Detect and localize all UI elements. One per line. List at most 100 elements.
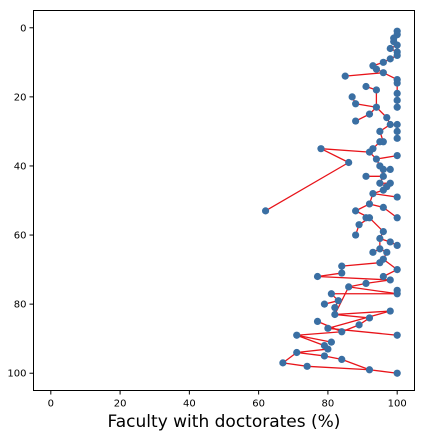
point-16 <box>362 82 370 91</box>
point-91 <box>293 331 301 339</box>
x-tick-label-3: 60 <box>252 399 265 410</box>
point-71 <box>338 269 346 277</box>
point-39 <box>345 158 353 167</box>
point-97 <box>338 355 346 364</box>
edge-95 <box>296 351 325 357</box>
plot-frame <box>33 10 415 391</box>
point-33 <box>376 138 384 146</box>
point-55 <box>393 214 401 222</box>
point-5 <box>386 44 394 53</box>
point-64 <box>376 245 384 253</box>
point-11 <box>372 65 380 73</box>
point-42 <box>386 165 394 174</box>
y-tick-label-4: 80 <box>14 300 27 311</box>
point-73 <box>379 272 387 281</box>
edge-100 <box>369 369 398 374</box>
edge-98 <box>282 362 308 367</box>
point-87 <box>355 321 363 329</box>
point-61 <box>376 234 384 243</box>
edge-49 <box>372 192 398 198</box>
y-tick-label-0: 0 <box>20 23 26 34</box>
point-19 <box>348 93 356 101</box>
y-axis: 0 20 40 60 80 100 <box>7 23 34 380</box>
point-88 <box>324 324 332 332</box>
x-tick-label-2: 40 <box>183 399 196 410</box>
edge-93 <box>296 348 328 354</box>
point-26 <box>352 117 360 125</box>
x-tick-label-4: 80 <box>322 399 335 410</box>
point-99 <box>303 362 311 370</box>
edge-85 <box>327 310 391 329</box>
point-54 <box>352 207 360 215</box>
y-tick-label-3: 60 <box>14 231 27 242</box>
point-78 <box>393 290 401 298</box>
point-53 <box>261 207 270 215</box>
x-axis-label: Faculty with doctorates (%) <box>108 412 341 432</box>
point-81 <box>320 300 329 308</box>
point-84 <box>331 310 339 319</box>
point-13 <box>341 72 349 80</box>
point-21 <box>352 100 360 108</box>
point-94 <box>324 345 332 353</box>
edge-35 <box>320 148 349 164</box>
point-20 <box>393 96 401 104</box>
edge-72 <box>317 272 342 278</box>
point-92 <box>327 338 335 346</box>
point-37 <box>393 151 401 160</box>
point-66 <box>383 248 391 256</box>
point-58 <box>355 221 363 229</box>
point-82 <box>331 303 339 312</box>
point-76 <box>345 283 353 291</box>
x-tick-label-0: 0 <box>48 399 54 410</box>
point-24 <box>365 110 374 118</box>
point-29 <box>393 127 401 136</box>
point-49 <box>369 189 377 198</box>
point-4 <box>393 41 401 49</box>
point-15 <box>393 79 401 87</box>
point-52 <box>379 203 387 212</box>
point-85 <box>365 314 374 322</box>
x-tick-label-1: 20 <box>114 399 127 410</box>
point-96 <box>320 352 329 360</box>
point-75 <box>362 279 370 288</box>
y-tick-label-5: 100 <box>7 369 26 380</box>
point-22 <box>372 103 380 111</box>
edge-13 <box>345 72 384 77</box>
x-axis: 0 20 40 60 80 100 <box>48 390 407 410</box>
edge-53 <box>265 161 350 212</box>
x-tick-label-5: 100 <box>388 399 407 410</box>
edge-94 <box>296 334 332 343</box>
point-80 <box>334 297 342 305</box>
edge-99 <box>307 365 370 371</box>
edges-layer <box>265 31 398 374</box>
point-7 <box>393 51 401 60</box>
point-70 <box>393 265 401 274</box>
point-59 <box>379 227 387 236</box>
point-18 <box>393 89 401 98</box>
point-74 <box>386 276 394 284</box>
point-43 <box>362 172 370 180</box>
point-89 <box>338 328 346 336</box>
y-tick-label-2: 40 <box>14 161 27 172</box>
point-44 <box>379 172 387 180</box>
edge-90 <box>296 331 342 336</box>
point-41 <box>379 165 387 174</box>
point-31 <box>393 134 401 142</box>
point-51 <box>365 200 374 208</box>
edge-91 <box>296 334 325 347</box>
point-8 <box>386 55 394 63</box>
point-12 <box>379 69 387 77</box>
point-57 <box>365 214 374 222</box>
y-tick-label-1: 20 <box>14 92 27 103</box>
point-36 <box>317 145 325 153</box>
point-62 <box>386 238 394 246</box>
point-23 <box>393 103 401 111</box>
edge-84 <box>334 310 391 316</box>
point-101 <box>393 369 401 377</box>
point-72 <box>313 272 322 281</box>
point-35 <box>365 148 374 156</box>
point-17 <box>372 86 380 94</box>
point-86 <box>313 317 322 326</box>
point-90 <box>393 331 401 339</box>
